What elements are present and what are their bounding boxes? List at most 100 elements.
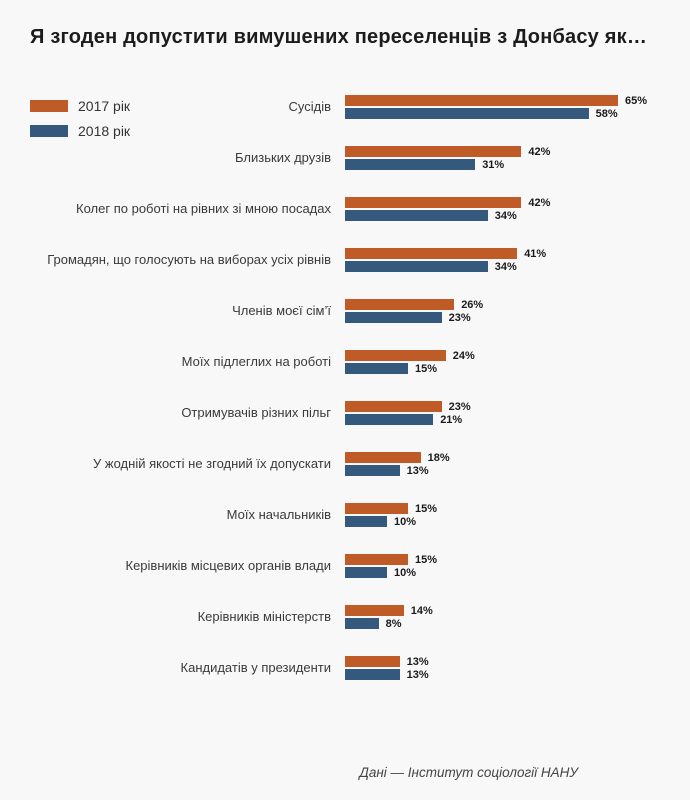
bar-2017: [345, 146, 522, 157]
bar-line: 13%: [345, 465, 660, 477]
bar-2018: [345, 516, 387, 527]
bar-value-label: 42%: [528, 145, 551, 158]
bar-2018: [345, 669, 400, 680]
category-label: Моїх підлеглих на роботі: [181, 353, 331, 369]
category-label: Отримувачів різних пільг: [181, 404, 331, 420]
bar-2017: [345, 554, 408, 565]
category-label: Близьких друзів: [235, 149, 331, 165]
bar-line: 23%: [345, 311, 660, 324]
chart-row: Кандидатів у президенти 13% 13%: [30, 654, 660, 682]
bar-2017: [345, 401, 442, 412]
bar-2017: [345, 248, 518, 259]
bar-value-label: 34%: [494, 209, 517, 222]
bar-value-label: 23%: [448, 311, 471, 324]
bar-line: 65%: [345, 94, 660, 107]
bar-2018: [345, 618, 379, 629]
bar-value-label: 15%: [415, 362, 438, 375]
bar-group: 13% 13%: [345, 654, 660, 682]
chart-row: Громадян, що голосують на виборах усіх р…: [30, 246, 660, 274]
chart-title: Я згоден допустити вимушених переселенці…: [30, 26, 648, 48]
bar-line: 10%: [345, 566, 660, 579]
bar-2018: [345, 159, 476, 170]
bar-2018: [345, 108, 589, 119]
category-label: Громадян, що голосують на виборах усіх р…: [47, 251, 331, 267]
category-label: Керівників місцевих органів влади: [125, 557, 332, 573]
bar-2017: [345, 95, 618, 106]
bar-value-label: 10%: [394, 566, 417, 579]
bar-value-label: 23%: [448, 400, 471, 413]
bar-chart: Сусідів 65% 58% Близьких друзів 42% 31% Колег …: [30, 93, 660, 682]
bar-line: 15%: [345, 502, 660, 515]
chart-row: Моїх начальників 15% 10%: [30, 501, 660, 529]
chart-row: Моїх підлеглих на роботі 24% 15%: [30, 348, 660, 376]
chart-row: У жодній якості не згодний їх допускати 1…: [30, 450, 660, 478]
bar-line: 24%: [345, 349, 660, 362]
bar-line: 10%: [345, 516, 660, 528]
bar-2017: [345, 350, 446, 361]
bar-line: 34%: [345, 260, 660, 273]
bar-value-label: 34%: [494, 260, 517, 273]
bar-2017: [345, 656, 400, 667]
bar-group: 14% 8%: [345, 603, 660, 631]
bar-value-label: 15%: [415, 502, 438, 515]
legend-item-2018: 2018 рік: [30, 123, 130, 139]
chart-row: Колег по роботі на рівних зі мною посада…: [30, 195, 660, 223]
bar-value-label: 65%: [625, 94, 648, 107]
bar-2017: [345, 605, 404, 616]
bar-line: 23%: [345, 400, 660, 413]
legend-item-2017: 2017 рік: [30, 98, 130, 114]
legend-swatch-2017: [30, 100, 68, 112]
bar-2018: [345, 210, 488, 221]
bar-value-label: 14%: [410, 604, 433, 617]
bar-2018: [345, 261, 488, 272]
bar-group: 26% 23%: [345, 297, 660, 325]
category-label: Сусідів: [288, 98, 331, 114]
bar-value-label: 41%: [524, 247, 547, 260]
chart-row: Сусідів 65% 58%: [30, 93, 660, 121]
bar-value-label: 31%: [482, 158, 505, 171]
legend-swatch-2018: [30, 125, 68, 137]
bar-value-label: 13%: [406, 668, 429, 681]
legend: 2017 рік 2018 рік: [30, 98, 130, 148]
legend-label-2018: 2018 рік: [78, 123, 131, 139]
bar-group: 18% 13%: [345, 450, 660, 478]
bar-line: 15%: [345, 553, 660, 566]
bar-line: 13%: [345, 668, 660, 681]
bar-2018: [345, 465, 400, 476]
bar-group: 15% 10%: [345, 552, 660, 580]
bar-line: 18%: [345, 451, 660, 464]
bar-2017: [345, 452, 421, 463]
source-note: Дані — Інститут соціології НАНУ: [359, 765, 578, 780]
bar-value-label: 26%: [461, 298, 484, 311]
category-label: У жодній якості не згодний їх допускати: [93, 455, 331, 471]
bar-line: 26%: [345, 298, 660, 311]
bar-value-label: 24%: [452, 349, 475, 362]
bar-2018: [345, 567, 387, 578]
bar-line: 8%: [345, 618, 660, 630]
bar-group: 42% 31%: [345, 144, 660, 172]
chart-row: Керівників міністерств 14% 8%: [30, 603, 660, 631]
bar-group: 41% 34%: [345, 246, 660, 274]
bar-line: 14%: [345, 604, 660, 617]
bar-group: 42% 34%: [345, 195, 660, 223]
bar-line: 13%: [345, 655, 660, 668]
bar-group: 23% 21%: [345, 399, 660, 427]
bar-value-label: 13%: [406, 655, 429, 668]
bar-group: 65% 58%: [345, 93, 660, 121]
chart-row: Керівників місцевих органів влади 15% 10%: [30, 552, 660, 580]
bar-line: 21%: [345, 414, 660, 426]
bar-2018: [345, 414, 434, 425]
bar-value-label: 42%: [528, 196, 551, 209]
chart-row: Отримувачів різних пільг 23% 21%: [30, 399, 660, 427]
bar-line: 42%: [345, 196, 660, 209]
category-label: Моїх начальників: [226, 506, 331, 522]
bar-2018: [345, 312, 442, 323]
bar-2017: [345, 503, 408, 514]
bar-2018: [345, 363, 408, 374]
bar-value-label: 15%: [415, 553, 438, 566]
chart-row: Близьких друзів 42% 31%: [30, 144, 660, 172]
bar-group: 15% 10%: [345, 501, 660, 529]
legend-label-2017: 2017 рік: [78, 98, 131, 114]
bar-value-label: 18%: [427, 451, 450, 464]
category-label: Кандидатів у президенти: [180, 659, 331, 675]
